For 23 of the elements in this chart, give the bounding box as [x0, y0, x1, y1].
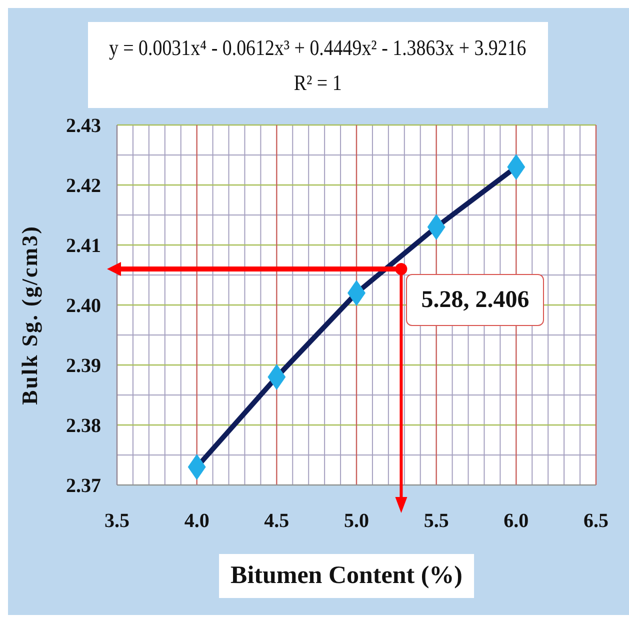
x-tick-label: 4.0: [184, 510, 210, 532]
y-tick-label: 2.42: [66, 175, 101, 198]
x-tick-label: 6.0: [504, 510, 529, 532]
point: [507, 154, 526, 180]
point: [268, 364, 286, 390]
y-tick-label: 2.41: [66, 235, 101, 258]
x-tick-label: 5.0: [344, 510, 369, 532]
y-tick-label: 2.39: [66, 355, 101, 378]
chart-title: y = 0.0031x⁴ - 0.0612x³ + 0.4449x² - 1.3863x + 3.9216: [109, 34, 527, 62]
x-axis-title: Bitumen Content (%): [218, 554, 474, 598]
y-tick-label: 2.40: [66, 295, 101, 318]
y-tick-label: 2.37: [66, 475, 101, 498]
x-tick-label: 3.5: [104, 510, 130, 532]
y-axis-title: Bulk Sg. (g/cm3): [17, 225, 43, 405]
x-tick-label: 4.5: [264, 510, 290, 532]
chart-subtitle: R² = 1: [294, 69, 342, 97]
x-tick-label: 6.5: [584, 510, 608, 532]
y-tick-label: 2.43: [66, 115, 101, 138]
y-tick-label: 2.38: [66, 415, 101, 438]
annotation: 5.28, 2.406: [406, 274, 544, 326]
point: [188, 454, 206, 480]
x-tick-label: 5.5: [424, 510, 449, 532]
point: [427, 214, 446, 240]
